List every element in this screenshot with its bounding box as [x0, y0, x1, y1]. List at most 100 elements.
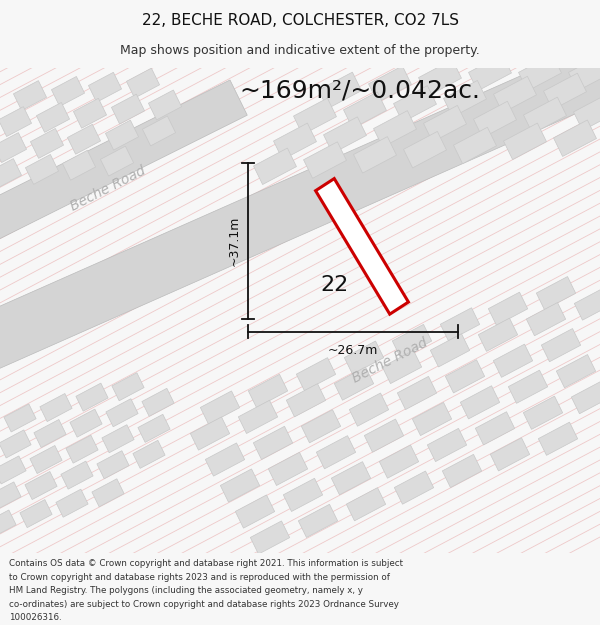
- Polygon shape: [298, 504, 338, 538]
- Polygon shape: [100, 146, 134, 176]
- Polygon shape: [250, 521, 290, 554]
- Polygon shape: [382, 351, 422, 384]
- Polygon shape: [127, 68, 160, 98]
- Polygon shape: [556, 354, 596, 388]
- Polygon shape: [254, 148, 296, 184]
- Polygon shape: [25, 471, 57, 499]
- Polygon shape: [142, 116, 176, 146]
- Polygon shape: [374, 111, 416, 147]
- Text: 22, BECHE ROAD, COLCHESTER, CO2 7LS: 22, BECHE ROAD, COLCHESTER, CO2 7LS: [142, 12, 458, 28]
- Polygon shape: [569, 54, 600, 91]
- Polygon shape: [4, 404, 36, 432]
- Polygon shape: [97, 451, 129, 479]
- Text: HM Land Registry. The polygons (including the associated geometry, namely x, y: HM Land Registry. The polygons (includin…: [9, 586, 363, 595]
- Polygon shape: [488, 292, 527, 326]
- Polygon shape: [268, 452, 308, 486]
- Polygon shape: [274, 123, 316, 159]
- Polygon shape: [454, 127, 496, 164]
- Text: ~26.7m: ~26.7m: [328, 344, 378, 357]
- Polygon shape: [412, 402, 452, 436]
- Polygon shape: [61, 461, 93, 489]
- Polygon shape: [30, 446, 62, 474]
- Polygon shape: [296, 357, 335, 391]
- Polygon shape: [349, 393, 389, 426]
- Text: ~169m²/~0.042ac.: ~169m²/~0.042ac.: [239, 78, 481, 102]
- Polygon shape: [286, 384, 326, 417]
- Polygon shape: [0, 80, 247, 240]
- Polygon shape: [190, 417, 230, 450]
- Polygon shape: [536, 276, 575, 310]
- Polygon shape: [88, 72, 122, 102]
- Polygon shape: [443, 81, 487, 117]
- Polygon shape: [424, 106, 466, 142]
- Polygon shape: [526, 302, 566, 336]
- Polygon shape: [523, 396, 563, 429]
- Polygon shape: [283, 478, 323, 511]
- Polygon shape: [37, 102, 70, 132]
- Polygon shape: [316, 436, 356, 469]
- Polygon shape: [301, 409, 341, 443]
- Text: Beche Road: Beche Road: [68, 164, 148, 214]
- Polygon shape: [293, 98, 337, 134]
- Polygon shape: [541, 329, 581, 362]
- Polygon shape: [503, 123, 547, 159]
- Polygon shape: [40, 394, 72, 422]
- Polygon shape: [200, 391, 239, 424]
- Polygon shape: [25, 154, 59, 184]
- Polygon shape: [368, 66, 412, 102]
- Polygon shape: [112, 372, 144, 401]
- Polygon shape: [0, 107, 32, 136]
- Polygon shape: [544, 73, 586, 109]
- Polygon shape: [571, 381, 600, 414]
- Polygon shape: [524, 97, 566, 134]
- Polygon shape: [394, 471, 434, 504]
- Text: 22: 22: [321, 275, 349, 295]
- Polygon shape: [331, 462, 371, 495]
- Polygon shape: [304, 142, 346, 178]
- Polygon shape: [70, 409, 102, 437]
- Polygon shape: [460, 386, 500, 419]
- Polygon shape: [66, 435, 98, 463]
- Polygon shape: [92, 479, 124, 507]
- Polygon shape: [62, 150, 95, 180]
- Polygon shape: [205, 443, 245, 476]
- Polygon shape: [0, 482, 21, 510]
- Polygon shape: [364, 419, 404, 452]
- Polygon shape: [427, 428, 467, 462]
- Polygon shape: [419, 59, 461, 96]
- Polygon shape: [574, 287, 600, 320]
- Polygon shape: [31, 129, 64, 158]
- Polygon shape: [13, 81, 47, 111]
- Polygon shape: [469, 54, 511, 91]
- Text: to Crown copyright and database rights 2023 and is reproduced with the permissio: to Crown copyright and database rights 2…: [9, 572, 390, 581]
- Polygon shape: [445, 360, 485, 393]
- Polygon shape: [106, 399, 138, 427]
- Text: Beche Road: Beche Road: [350, 336, 430, 386]
- Polygon shape: [323, 117, 367, 153]
- Polygon shape: [344, 92, 386, 128]
- Polygon shape: [518, 54, 562, 91]
- Polygon shape: [248, 374, 287, 408]
- Polygon shape: [397, 376, 437, 409]
- Polygon shape: [319, 72, 361, 109]
- Polygon shape: [404, 131, 446, 168]
- Polygon shape: [379, 445, 419, 478]
- Polygon shape: [102, 425, 134, 452]
- Polygon shape: [508, 370, 548, 403]
- Text: ~37.1m: ~37.1m: [227, 216, 241, 266]
- Polygon shape: [494, 76, 536, 112]
- Polygon shape: [554, 120, 596, 156]
- Polygon shape: [112, 94, 145, 124]
- Polygon shape: [52, 76, 85, 106]
- Polygon shape: [73, 98, 107, 128]
- Polygon shape: [148, 90, 182, 120]
- Polygon shape: [538, 422, 578, 456]
- Polygon shape: [0, 32, 600, 381]
- Polygon shape: [106, 120, 139, 150]
- Polygon shape: [442, 454, 482, 488]
- Text: Map shows position and indicative extent of the property.: Map shows position and indicative extent…: [120, 44, 480, 57]
- Polygon shape: [475, 412, 515, 445]
- Polygon shape: [56, 489, 88, 518]
- Polygon shape: [478, 318, 518, 351]
- Polygon shape: [0, 510, 16, 538]
